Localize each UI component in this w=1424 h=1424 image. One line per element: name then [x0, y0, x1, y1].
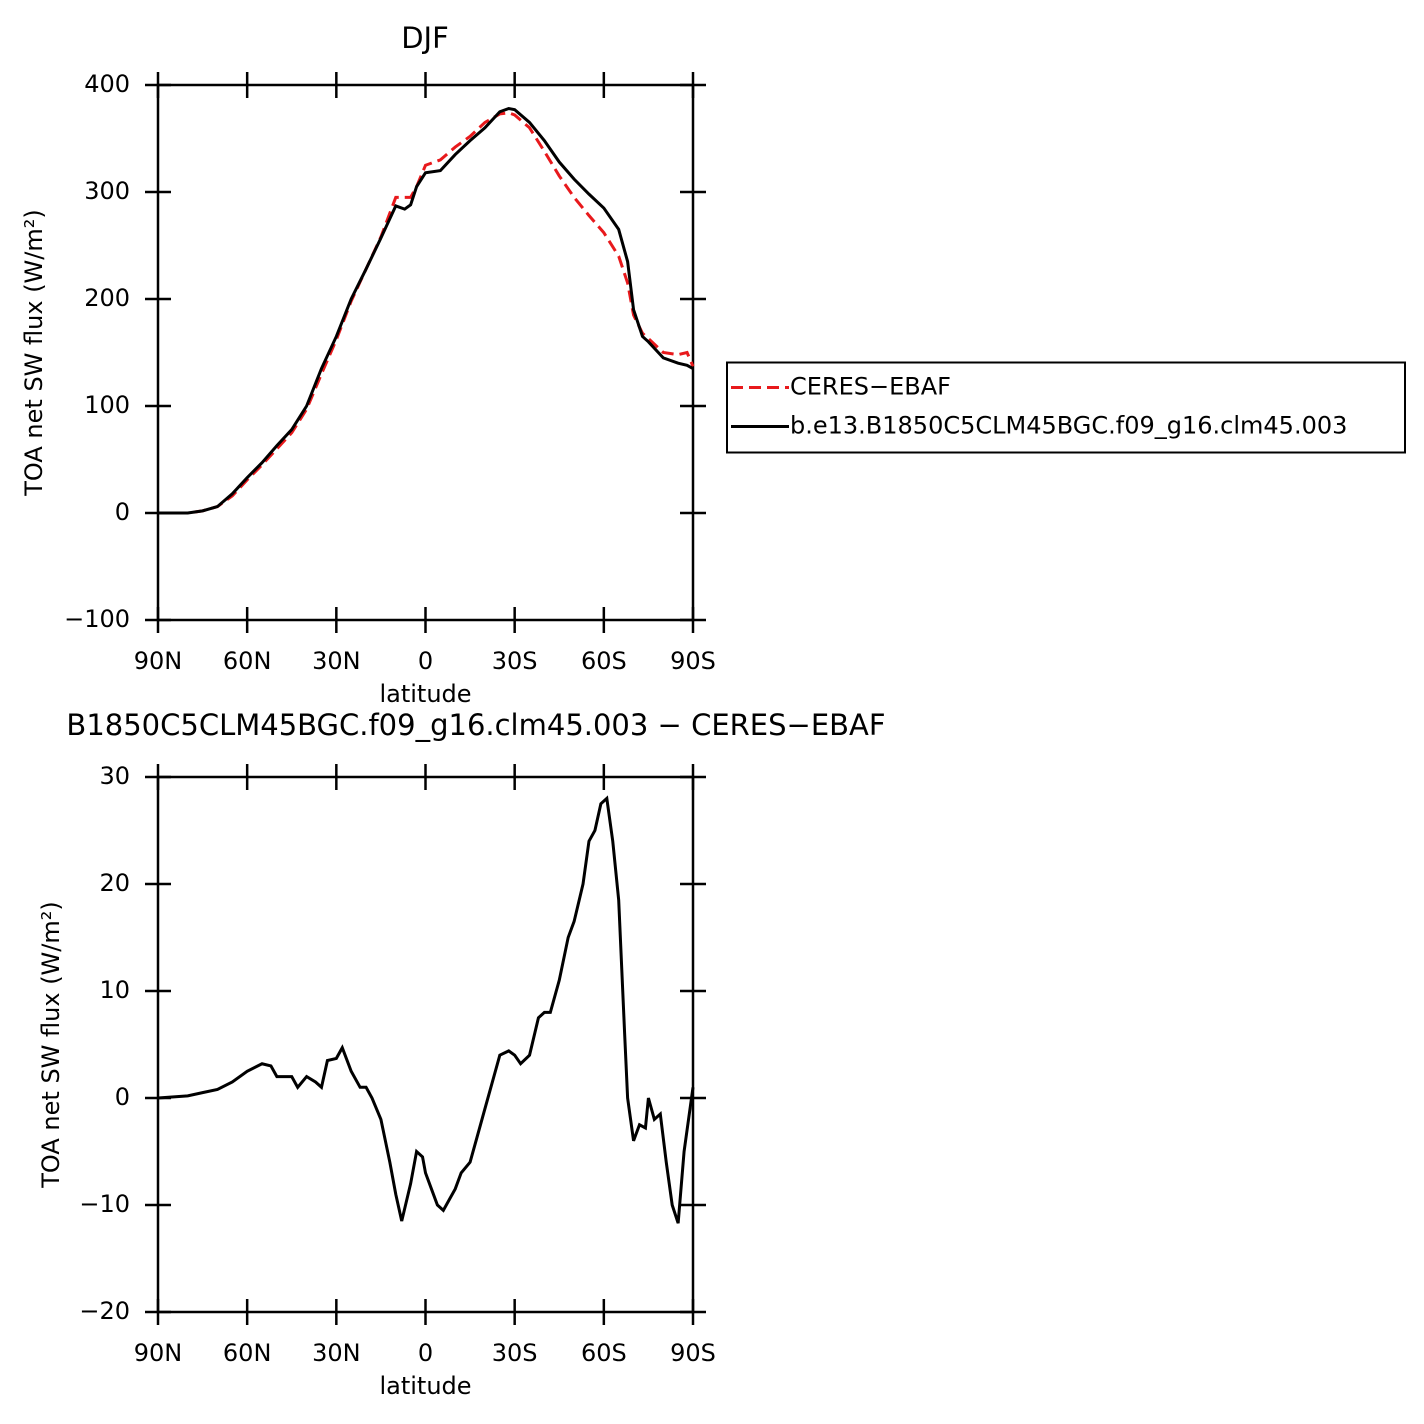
- x-tick-label: 90N: [134, 647, 183, 675]
- x-tick-label: 90S: [670, 647, 716, 675]
- plot-frame: [156, 775, 695, 1314]
- x-tick-label: 0: [418, 647, 433, 675]
- x-tick-label: 60S: [581, 1339, 627, 1367]
- x-tick-label: 30S: [492, 647, 538, 675]
- y-axis-label: TOA net SW flux (W/m²): [37, 901, 65, 1189]
- x-tick-label: 30N: [312, 1339, 361, 1367]
- y-tick-label: 30: [99, 762, 130, 790]
- y-tick-label: −20: [79, 1297, 130, 1325]
- y-tick-label: −10: [79, 1190, 130, 1218]
- y-tick-label: 200: [84, 284, 130, 312]
- x-tick-label: 60N: [223, 647, 272, 675]
- x-tick-label: 60N: [223, 1339, 272, 1367]
- y-tick-label: 100: [84, 391, 130, 419]
- x-axis-label: latitude: [379, 1372, 471, 1400]
- x-axis-label: latitude: [379, 680, 471, 708]
- x-tick-label: 30S: [492, 1339, 538, 1367]
- x-tick-label: 60S: [581, 647, 627, 675]
- y-tick-label: 0: [115, 498, 130, 526]
- y-tick-label: 10: [99, 976, 130, 1004]
- x-tick-label: 90N: [134, 1339, 183, 1367]
- x-tick-label: 0: [418, 1339, 433, 1367]
- y-axis-label: TOA net SW flux (W/m²): [20, 209, 48, 497]
- chart-title: B1850C5CLM45BGC.f09_g16.clm45.003 − CERE…: [66, 708, 885, 742]
- y-tick-label: −100: [64, 605, 130, 633]
- x-tick-label: 90S: [670, 1339, 716, 1367]
- legend-label: b.e13.B1850C5CLM45BGC.f09_g16.clm45.003: [790, 412, 1347, 440]
- y-tick-label: 20: [99, 869, 130, 897]
- data-line: [157, 795, 695, 1224]
- data-line: [158, 111, 695, 515]
- data-line: [158, 106, 694, 515]
- y-tick-label: 0: [115, 1083, 130, 1111]
- legend-box: [726, 361, 1406, 454]
- y-tick-label: 400: [84, 70, 130, 98]
- legend-label: CERES−EBAF: [790, 373, 951, 401]
- y-tick-label: 300: [84, 177, 130, 205]
- x-tick-label: 30N: [312, 647, 361, 675]
- chart-title: DJF: [401, 21, 449, 55]
